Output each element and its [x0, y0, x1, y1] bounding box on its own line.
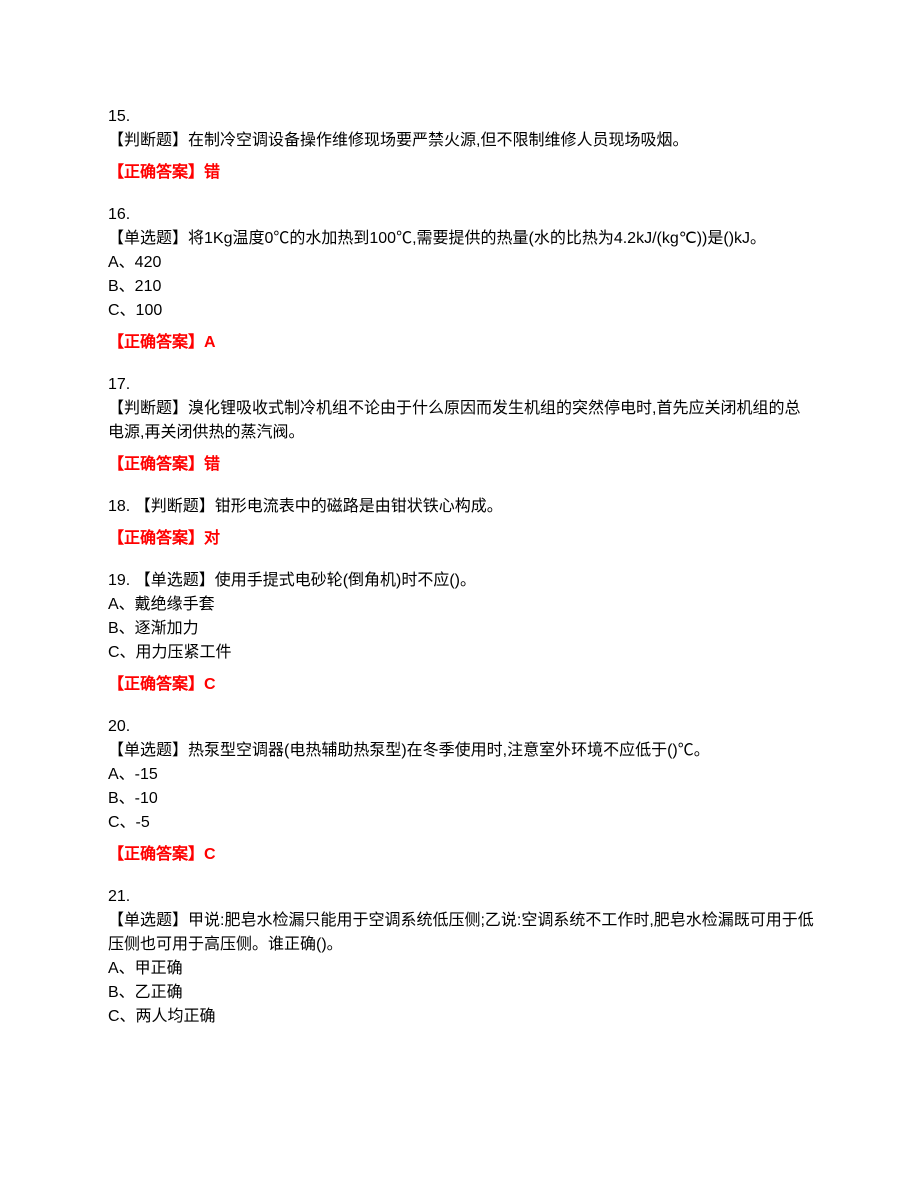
option-a: A、戴绝缘手套	[108, 593, 815, 617]
option-a: A、-15	[108, 763, 815, 787]
option-c: C、两人均正确	[108, 1005, 815, 1029]
question-18: 18. 【判断题】钳形电流表中的磁路是由钳状铁心构成。 【正确答案】对	[108, 495, 815, 551]
question-text: 【判断题】钳形电流表中的磁路是由钳状铁心构成。	[135, 498, 503, 515]
correct-answer: 【正确答案】C	[108, 673, 815, 697]
correct-answer: 【正确答案】A	[108, 331, 815, 355]
option-c: C、100	[108, 299, 815, 323]
correct-answer: 【正确答案】错	[108, 453, 815, 477]
question-number: 15.	[108, 105, 815, 129]
option-b: B、210	[108, 275, 815, 299]
question-line: 19. 【单选题】使用手提式电砂轮(倒角机)时不应()。	[108, 569, 815, 593]
question-text: 【单选题】将1Kg温度0℃的水加热到100℃,需要提供的热量(水的比热为4.2k…	[108, 227, 815, 251]
question-19: 19. 【单选题】使用手提式电砂轮(倒角机)时不应()。 A、戴绝缘手套 B、逐…	[108, 569, 815, 697]
correct-answer: 【正确答案】C	[108, 843, 815, 867]
question-number: 16.	[108, 203, 815, 227]
question-number: 19.	[108, 572, 135, 589]
question-text: 【单选题】热泵型空调器(电热辅助热泵型)在冬季使用时,注意室外环境不应低于()℃…	[108, 739, 815, 763]
question-20: 20. 【单选题】热泵型空调器(电热辅助热泵型)在冬季使用时,注意室外环境不应低…	[108, 715, 815, 867]
question-number: 21.	[108, 885, 815, 909]
question-text: 【单选题】甲说:肥皂水检漏只能用于空调系统低压侧;乙说:空调系统不工作时,肥皂水…	[108, 909, 815, 957]
option-a: A、420	[108, 251, 815, 275]
question-16: 16. 【单选题】将1Kg温度0℃的水加热到100℃,需要提供的热量(水的比热为…	[108, 203, 815, 355]
option-a: A、甲正确	[108, 957, 815, 981]
question-text: 【判断题】溴化锂吸收式制冷机组不论由于什么原因而发生机组的突然停电时,首先应关闭…	[108, 397, 815, 445]
option-b: B、逐渐加力	[108, 617, 815, 641]
question-number: 20.	[108, 715, 815, 739]
question-number: 18.	[108, 498, 135, 515]
option-c: C、用力压紧工件	[108, 641, 815, 665]
question-21: 21. 【单选题】甲说:肥皂水检漏只能用于空调系统低压侧;乙说:空调系统不工作时…	[108, 885, 815, 1029]
question-text: 【判断题】在制冷空调设备操作维修现场要严禁火源,但不限制维修人员现场吸烟。	[108, 129, 815, 153]
question-text: 【单选题】使用手提式电砂轮(倒角机)时不应()。	[135, 572, 476, 589]
question-number: 17.	[108, 373, 815, 397]
question-15: 15. 【判断题】在制冷空调设备操作维修现场要严禁火源,但不限制维修人员现场吸烟…	[108, 105, 815, 185]
correct-answer: 【正确答案】错	[108, 161, 815, 185]
question-17: 17. 【判断题】溴化锂吸收式制冷机组不论由于什么原因而发生机组的突然停电时,首…	[108, 373, 815, 477]
option-b: B、-10	[108, 787, 815, 811]
option-c: C、-5	[108, 811, 815, 835]
question-line: 18. 【判断题】钳形电流表中的磁路是由钳状铁心构成。	[108, 495, 815, 519]
correct-answer: 【正确答案】对	[108, 527, 815, 551]
option-b: B、乙正确	[108, 981, 815, 1005]
